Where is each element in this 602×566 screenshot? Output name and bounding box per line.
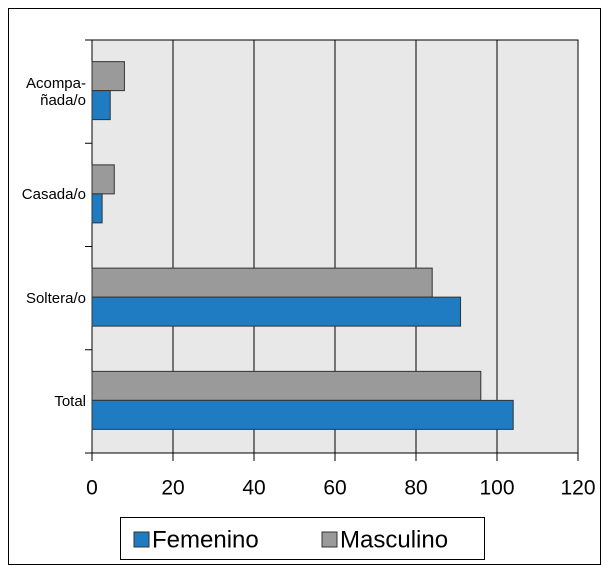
y-tick-label: Total bbox=[54, 392, 86, 410]
legend-label: Femenino bbox=[152, 526, 259, 553]
x-tick-label: 120 bbox=[560, 477, 595, 500]
bar bbox=[91, 267, 433, 298]
y-tick-label: Acompa- ñada/o bbox=[25, 74, 86, 109]
bar bbox=[91, 399, 514, 430]
frame bbox=[8, 8, 601, 565]
x-tick-label: 40 bbox=[242, 477, 265, 500]
bar bbox=[91, 61, 125, 92]
bar bbox=[91, 296, 462, 327]
x-tick-label: 0 bbox=[86, 477, 98, 500]
legend-swatch bbox=[133, 531, 150, 548]
x-tick-label: 100 bbox=[479, 477, 514, 500]
legend-swatch bbox=[321, 531, 338, 548]
bar bbox=[91, 370, 482, 401]
legend-label: Masculino bbox=[340, 526, 448, 553]
y-tick-label: Casada/o bbox=[21, 186, 86, 204]
x-tick-label: 80 bbox=[404, 477, 427, 500]
legend-box bbox=[120, 517, 485, 560]
bar bbox=[91, 90, 111, 121]
bar bbox=[91, 193, 103, 224]
y-tick-label: Soltera/o bbox=[25, 289, 86, 307]
x-tick-label: 20 bbox=[161, 477, 184, 500]
bar bbox=[91, 164, 115, 195]
x-tick-label: 60 bbox=[323, 477, 346, 500]
